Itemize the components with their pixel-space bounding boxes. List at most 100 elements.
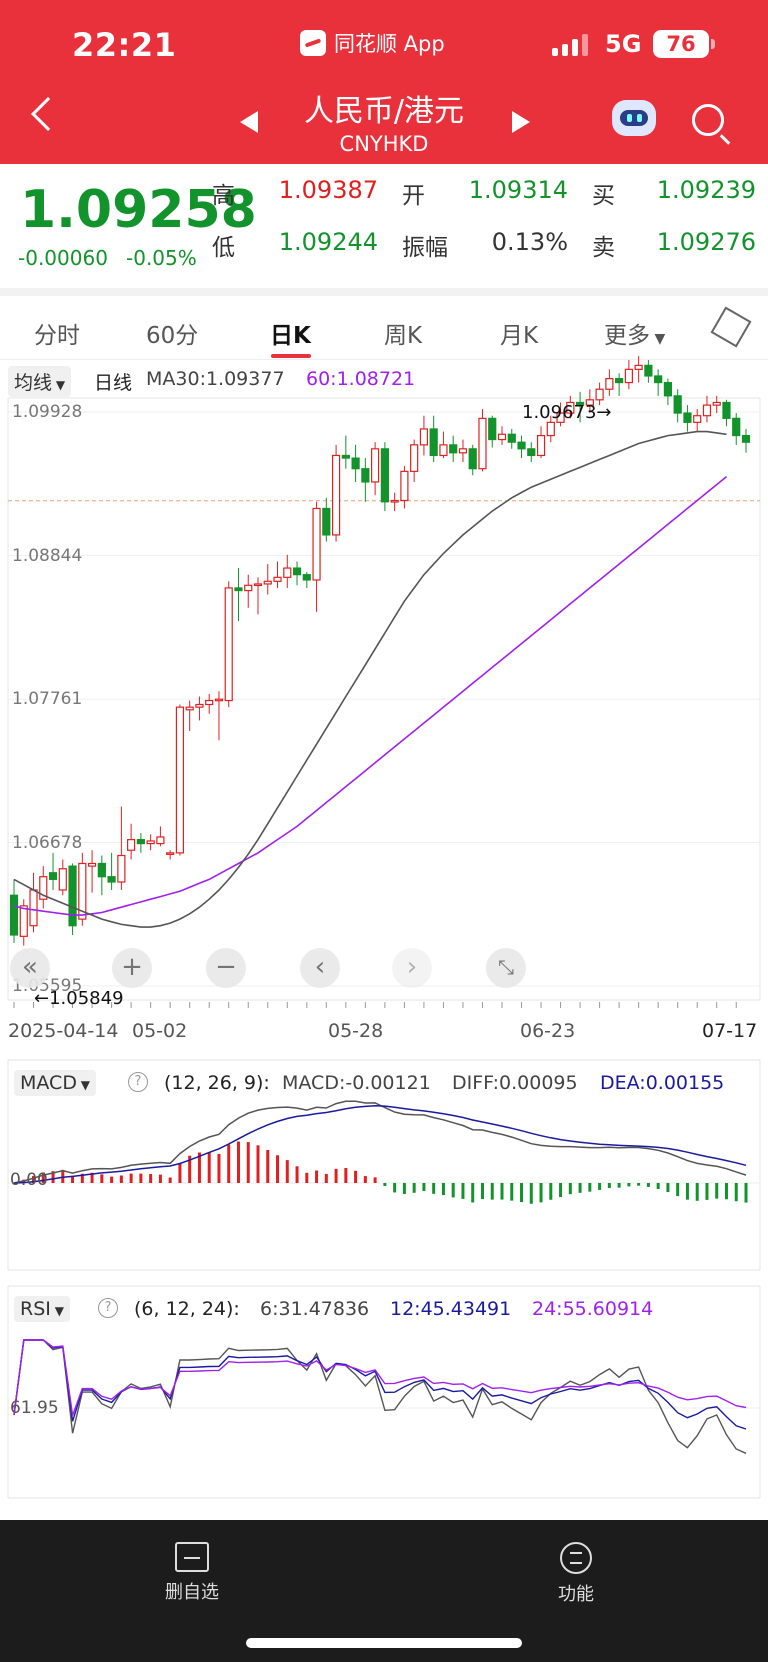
macd-zero-label: 0.00 [10, 1170, 48, 1190]
candle-body [97, 862, 106, 878]
candle-body [380, 448, 389, 503]
zoom-in-button[interactable]: + [112, 948, 152, 988]
functions-button[interactable]: 功能 [534, 1530, 618, 1606]
candle-body [458, 448, 468, 454]
macd-select-label: MACD [20, 1072, 77, 1094]
candle-body [283, 567, 292, 578]
header-bar: 22:21 同花顺 App 5G 76 人民币/港元 CNYHKD [0, 0, 768, 164]
kline-period-label: 日线 [94, 372, 133, 394]
tab-more[interactable]: 更多 ▼ [604, 316, 665, 350]
candle-body [439, 444, 448, 457]
candle-body [166, 852, 175, 855]
help-icon[interactable]: ? [128, 1072, 148, 1092]
page-title: 人民币/港元 [303, 94, 465, 129]
candle-body [644, 364, 653, 377]
pan-right-button[interactable]: › [392, 948, 432, 988]
candle-body [693, 415, 702, 423]
status-time: 22:21 [72, 26, 177, 64]
macd-select[interactable]: MACD ▼ [14, 1070, 97, 1096]
candle-body [449, 444, 458, 454]
remove-watchlist-button[interactable]: 删自选 [150, 1530, 234, 1604]
candle-body [234, 587, 243, 592]
min-price-marker: ←1.05849 [34, 988, 124, 1009]
rsi-frame [7, 1285, 761, 1499]
tab-60min[interactable]: 60分 [146, 323, 199, 349]
rsi-select[interactable]: RSI ▼ [14, 1296, 70, 1322]
candle-body [205, 699, 214, 706]
price-change: -0.00060 [18, 246, 108, 270]
candle-body [497, 433, 507, 441]
indicator-select[interactable]: 均线 ▼ [8, 366, 72, 397]
assistant-robot-icon[interactable] [612, 100, 656, 136]
open-label: 开 [402, 183, 425, 209]
candle-body [68, 865, 77, 927]
status-app-name: 同花顺 App [300, 28, 445, 58]
tab-monthly-k[interactable]: 月K [500, 323, 539, 349]
fullscreen-button[interactable]: ⤡ [486, 948, 526, 988]
candle-body [195, 703, 204, 708]
macd-params: (12, 26, 9): [164, 1072, 270, 1094]
minus-box-icon [175, 1542, 209, 1572]
y-axis-label: 1.06678 [12, 832, 83, 853]
active-tab-indicator [271, 354, 311, 358]
divider [0, 288, 768, 296]
pan-left-button[interactable]: ‹ [300, 948, 340, 988]
rsi-params: (6, 12, 24): [134, 1298, 240, 1320]
remove-watchlist-label: 删自选 [165, 1582, 219, 1603]
candle-body [136, 839, 145, 845]
collapse-chart-button[interactable]: « [10, 948, 50, 988]
candle-body [536, 434, 546, 457]
price-change-pct: -0.05% [126, 246, 197, 270]
tab-weekly-k[interactable]: 周K [384, 323, 423, 349]
candle-body [741, 434, 751, 443]
functions-label: 功能 [558, 1584, 594, 1605]
indicator-select-label: 均线 [14, 372, 53, 394]
candle-body [371, 448, 380, 483]
candle-body [9, 894, 19, 936]
candle-body [488, 417, 497, 441]
candle-body [331, 454, 341, 536]
chevron-down-icon: ▼ [50, 1304, 64, 1318]
macd-frame [7, 1059, 761, 1271]
candle-body [575, 401, 585, 406]
candle-body [351, 457, 360, 470]
rsi12-value: 12:45.43491 [390, 1298, 512, 1320]
candle-body [517, 441, 526, 450]
help-icon[interactable]: ? [98, 1298, 118, 1318]
x-label-0502: 05-02 [132, 1020, 188, 1042]
high-label: 高 [212, 183, 235, 209]
ma30-label: MA30:1.09377 [146, 368, 285, 390]
prev-symbol-icon[interactable] [240, 111, 258, 133]
dea-value: DEA:0.00155 [600, 1072, 725, 1094]
period-tabs: 分时 60分 日K 周K 月K 更多 ▼ [0, 296, 768, 360]
dea-line [13, 1104, 747, 1184]
tab-more-label: 更多 [604, 323, 650, 349]
chevron-down-icon: ▼ [650, 331, 666, 347]
max-price-marker: 1.09673→ [522, 402, 612, 423]
tab-daily-k[interactable]: 日K [270, 323, 311, 349]
candle-body [702, 404, 712, 417]
current-price: 1.09258 [20, 180, 257, 240]
x-label-0717: 07-17 [702, 1020, 758, 1042]
app-logo-icon [300, 30, 326, 56]
home-indicator [246, 1638, 522, 1648]
candle-body [58, 868, 67, 891]
page-subtitle: CNYHKD [339, 132, 429, 156]
candle-body [634, 364, 643, 370]
rsi24-line [13, 1339, 747, 1416]
sell-label: 卖 [592, 235, 615, 261]
next-symbol-icon[interactable] [512, 111, 530, 133]
low-label: 低 [212, 235, 235, 261]
y-axis-label: 1.07761 [12, 689, 83, 710]
candle-body [507, 433, 516, 443]
candle-body [48, 872, 58, 880]
buy-value: 1.09239 [656, 176, 756, 204]
open-value: 1.09314 [468, 176, 568, 204]
candle-body [253, 583, 263, 587]
zoom-out-button[interactable]: − [206, 948, 246, 988]
x-label-0623: 06-23 [520, 1020, 576, 1042]
candle-body [400, 470, 409, 502]
kline-chart[interactable] [0, 0, 768, 1520]
tab-intraday[interactable]: 分时 [34, 323, 80, 349]
search-icon[interactable] [692, 104, 724, 136]
